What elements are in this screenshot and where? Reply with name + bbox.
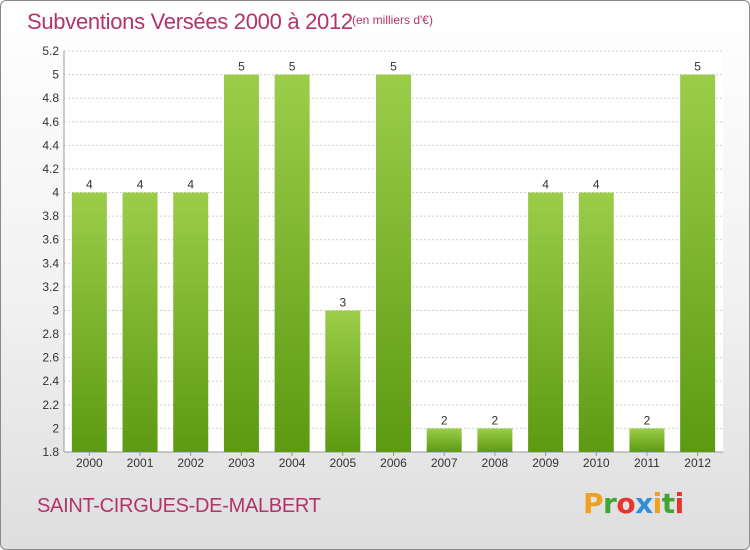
logo-letter: i bbox=[674, 487, 685, 520]
x-tick-label: 2001 bbox=[127, 456, 154, 470]
bar-2005 bbox=[325, 310, 361, 452]
logo-letter: P bbox=[583, 487, 604, 520]
logo-letter: t bbox=[661, 487, 675, 520]
x-tick-label: 2010 bbox=[583, 456, 610, 470]
x-tick-label: 2009 bbox=[532, 456, 559, 470]
y-tick-label: 1.8 bbox=[42, 445, 59, 459]
x-tick-label: 2005 bbox=[329, 456, 356, 470]
bar-2009 bbox=[528, 192, 564, 452]
unit-label: (en milliers d'€) bbox=[352, 13, 433, 27]
x-tick-label: 2012 bbox=[684, 456, 711, 470]
y-tick-label: 4.4 bbox=[42, 138, 59, 152]
bar-2006 bbox=[376, 74, 411, 453]
x-tick-label: 2006 bbox=[380, 456, 407, 470]
y-tick-label: 4.8 bbox=[42, 91, 59, 105]
x-tick-label: 2008 bbox=[482, 456, 509, 470]
proxiti-logo: Proxiti bbox=[583, 487, 684, 520]
y-tick-label: 2.2 bbox=[42, 398, 59, 412]
bar-2002 bbox=[173, 192, 209, 452]
y-tick-label: 3.8 bbox=[42, 209, 59, 223]
logo-letter: x bbox=[635, 487, 653, 520]
y-tick-label: 2 bbox=[52, 421, 59, 435]
y-tick-label: 3.2 bbox=[42, 280, 59, 294]
x-tick-label: 2002 bbox=[177, 456, 204, 470]
y-tick-label: 4.2 bbox=[42, 162, 59, 176]
data-label: 4 bbox=[593, 178, 600, 192]
y-tick-label: 2.8 bbox=[42, 327, 59, 341]
data-label: 2 bbox=[644, 413, 651, 427]
x-tick-label: 2007 bbox=[431, 456, 458, 470]
data-label: 4 bbox=[542, 178, 549, 192]
bar-2010 bbox=[578, 192, 614, 452]
y-tick-label: 2.6 bbox=[42, 351, 59, 365]
x-tick-label: 2003 bbox=[228, 456, 255, 470]
data-label: 4 bbox=[137, 178, 144, 192]
data-label: 5 bbox=[289, 60, 296, 74]
data-label: 5 bbox=[238, 60, 245, 74]
logo-letter: o bbox=[616, 487, 636, 520]
y-tick-label: 3.6 bbox=[42, 233, 59, 247]
bar-2004 bbox=[274, 74, 310, 453]
bar-2003 bbox=[223, 74, 259, 453]
y-tick-label: 2.4 bbox=[42, 374, 59, 388]
y-tick-label: 3.4 bbox=[42, 256, 59, 270]
data-label: 3 bbox=[339, 295, 346, 309]
x-tick-label: 2004 bbox=[279, 456, 306, 470]
y-tick-label: 4.6 bbox=[42, 115, 59, 129]
data-label: 4 bbox=[86, 178, 93, 192]
commune-name: SAINT-CIRGUES-DE-MALBERT bbox=[37, 495, 321, 517]
y-tick-label: 3 bbox=[52, 303, 59, 317]
x-tick-label: 2000 bbox=[76, 456, 103, 470]
page-title: Subventions Versées 2000 à 2012 bbox=[27, 9, 353, 34]
bar-2008 bbox=[477, 428, 513, 452]
bar-2007 bbox=[426, 428, 462, 452]
bar-chart: 1.8 2 2.2 2.4 2.6 2.8 3 3.2 3.4 3.6 3.8 4 4.2 4.4 4.6 4… bbox=[42, 44, 723, 470]
data-label: 2 bbox=[492, 413, 499, 427]
data-label: 4 bbox=[187, 178, 194, 192]
y-tick-label: 5 bbox=[52, 68, 59, 82]
data-label: 2 bbox=[441, 413, 448, 427]
data-label: 5 bbox=[694, 60, 701, 74]
bar-2000 bbox=[71, 192, 107, 452]
y-tick-label: 5.2 bbox=[42, 44, 59, 58]
bar-2001 bbox=[122, 192, 158, 452]
data-label: 5 bbox=[390, 60, 397, 74]
x-tick-label: 2011 bbox=[634, 456, 660, 470]
logo-letter: r bbox=[603, 487, 617, 520]
y-tick-label: 4 bbox=[52, 186, 59, 200]
bar-2011 bbox=[629, 428, 665, 452]
bar-2012 bbox=[680, 74, 716, 453]
logo-letter: i bbox=[652, 487, 663, 520]
